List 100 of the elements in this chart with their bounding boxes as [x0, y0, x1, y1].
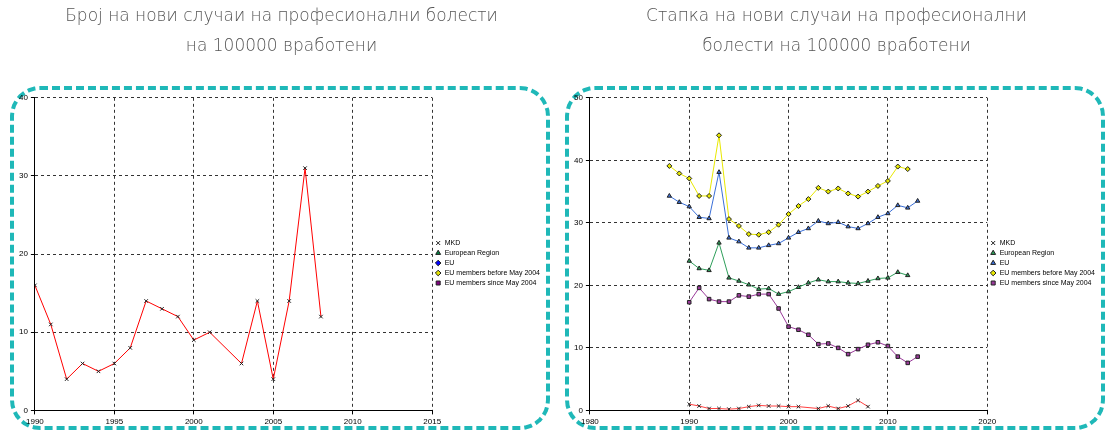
point [766, 291, 771, 297]
x-tick-label: 1990 [26, 417, 45, 427]
x-tick-label: 2010 [343, 417, 363, 427]
point [716, 169, 722, 174]
point [805, 225, 812, 231]
point [726, 299, 732, 304]
x-tick-label: 2005 [264, 417, 283, 427]
point [756, 291, 762, 297]
point [795, 284, 802, 289]
y-tick-label: 30 [18, 171, 29, 181]
point [825, 278, 831, 284]
point [795, 229, 802, 234]
point [716, 132, 723, 139]
point [805, 279, 812, 285]
point [796, 327, 801, 333]
y-tick-label: 40 [18, 93, 29, 102]
chart-title: Стапка на нови случаи на професионални болести на 100000 вработени [645, 4, 1028, 57]
x-tick-label: 2000 [184, 417, 204, 427]
point [855, 346, 861, 352]
point [895, 202, 901, 208]
point [875, 275, 881, 281]
y-tick-label: 10 [573, 343, 584, 353]
point [755, 231, 762, 238]
point [885, 274, 891, 280]
point [726, 234, 732, 240]
chart-title: Број на нови случаи на професионални болести на 100000 вработени [64, 4, 499, 57]
point [706, 296, 712, 302]
point [835, 185, 842, 192]
point [884, 177, 891, 184]
point [825, 188, 832, 195]
point [895, 269, 901, 274]
point [666, 162, 673, 169]
point [786, 324, 791, 329]
point [835, 219, 841, 224]
point [816, 341, 821, 347]
y-tick-label: 40 [573, 155, 584, 165]
point [875, 339, 881, 345]
point [815, 217, 821, 223]
x-tick-label: 2000 [779, 417, 798, 427]
point [835, 278, 841, 284]
point [686, 175, 693, 182]
point [815, 276, 821, 282]
point [706, 192, 713, 199]
point [746, 294, 752, 299]
point [826, 341, 831, 346]
point [775, 221, 782, 228]
point [686, 299, 692, 305]
point [914, 197, 921, 203]
y-tick-label: 0 [23, 405, 29, 415]
x-tick-label: 2010 [878, 417, 898, 427]
point [855, 280, 861, 286]
y-tick-label: 10 [18, 327, 29, 337]
point [726, 274, 732, 280]
point [696, 265, 702, 271]
point [766, 285, 772, 291]
point [676, 199, 682, 204]
point [696, 285, 702, 291]
point [706, 267, 712, 273]
point [745, 231, 752, 238]
y-tick-label: 30 [573, 218, 584, 228]
point [785, 234, 792, 240]
point [746, 244, 752, 250]
point [676, 170, 683, 177]
point [696, 214, 702, 219]
x-tick-label: 1990 [680, 417, 699, 427]
point [845, 190, 852, 197]
point [765, 229, 772, 236]
point [686, 257, 692, 263]
point [885, 210, 891, 216]
point [776, 306, 781, 311]
point [855, 225, 861, 231]
point [865, 342, 871, 348]
point [905, 204, 911, 210]
y-tick-label: 20 [573, 280, 584, 290]
point [735, 222, 742, 229]
point [686, 203, 692, 209]
point [666, 192, 673, 198]
point [736, 238, 742, 244]
point [746, 281, 752, 287]
y-tick-label: 0 [578, 405, 584, 415]
point [766, 242, 772, 248]
y-tick-label: 50 [573, 93, 584, 102]
point [736, 293, 742, 298]
point [785, 288, 792, 294]
point [716, 239, 722, 245]
y-tick-label: 20 [18, 249, 29, 259]
x-tick-label: 1995 [105, 417, 124, 427]
x-tick-label: 1980 [581, 417, 600, 427]
point [905, 272, 911, 278]
point [785, 211, 792, 218]
point [805, 196, 812, 203]
point [806, 332, 811, 338]
point [845, 223, 851, 229]
point [696, 192, 703, 199]
point [865, 220, 871, 226]
x-tick-label: 2015 [423, 417, 442, 427]
point [874, 182, 881, 189]
point [795, 202, 802, 209]
point [845, 351, 851, 357]
point [825, 220, 831, 226]
